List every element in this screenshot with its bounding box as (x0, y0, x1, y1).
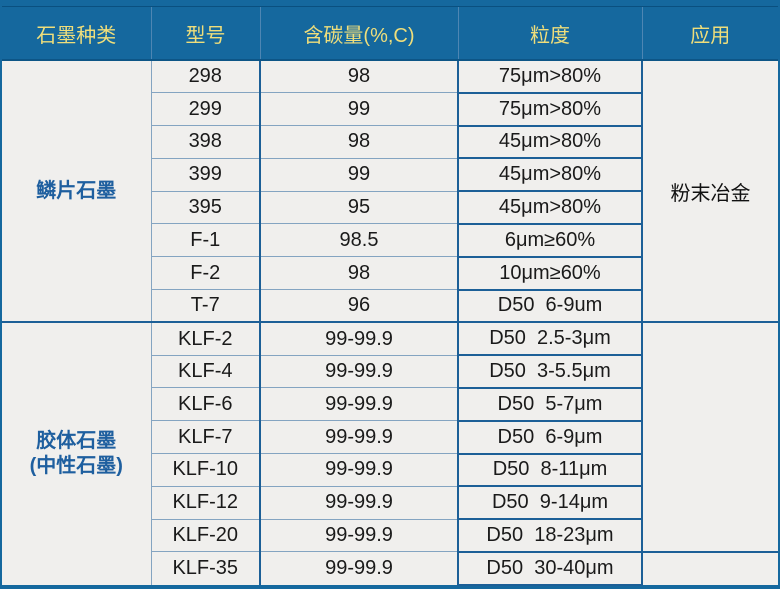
size-cell: D50 6-9μm (457, 419, 643, 455)
model-cell: 299 (150, 92, 260, 126)
table-row: KLF-20 99-99.9 D50 18-23μm (2, 518, 778, 553)
size-cell: 75μm>80% (457, 59, 643, 94)
size-cell: D50 30-40μm (457, 550, 643, 586)
carbon-cell: 99-99.9 (259, 518, 458, 552)
model-cell: KLF-35 (150, 551, 260, 585)
model-cell: F-2 (150, 256, 260, 290)
size-cell: D50 5-7μm (457, 386, 643, 422)
category-cell-colloidal-graphite: 胶体石墨 (中性石墨) (2, 321, 151, 585)
category-label: 鳞片石墨 (36, 179, 117, 202)
category-label-line1: 胶体石墨 (36, 430, 117, 453)
size-cell: D50 8-11μm (457, 452, 643, 488)
application-cell-powder-metallurgy: 粉末冶金 (641, 60, 778, 323)
application-cell-empty (641, 321, 778, 552)
table-row: KLF-10 99-99.9 D50 8-11μm (2, 452, 778, 488)
column-header-model: 型号 (150, 7, 260, 61)
size-cell: 45μm>80% (457, 157, 643, 193)
model-cell: 298 (150, 59, 260, 93)
category-cell-flake-graphite: 鳞片石墨 (2, 60, 151, 323)
table-row: KLF-7 99-99.9 D50 6-9μm (2, 419, 778, 455)
carbon-cell: 99-99.9 (259, 321, 458, 356)
size-cell: 75μm>80% (457, 91, 643, 127)
model-cell: 398 (150, 125, 260, 159)
table-row: 299 99 75μm>80% (2, 91, 778, 127)
model-cell: KLF-7 (150, 420, 260, 454)
size-cell: 45μm>80% (457, 124, 643, 160)
table-row: F-2 98 10μm≥60% (2, 255, 778, 291)
carbon-cell: 99-99.9 (259, 485, 458, 520)
size-cell: D50 2.5-3μm (457, 321, 643, 357)
size-cell: D50 18-23μm (457, 518, 643, 553)
table-row: F-1 98.5 6μm≥60% (2, 222, 778, 258)
size-cell: 6μm≥60% (457, 222, 643, 258)
category-label-line2: (中性石墨) (29, 455, 123, 478)
graphite-spec-table: 石墨种类 型号 含碳量(%,C) 粒度 应用 鳞片石墨 298 98 75μm>… (2, 7, 778, 586)
carbon-cell: 99 (259, 92, 458, 126)
model-cell: KLF-2 (150, 321, 260, 356)
carbon-cell: 98 (259, 59, 458, 93)
model-cell: 399 (150, 157, 260, 192)
table-row: 398 98 45μm>80% (2, 124, 778, 160)
model-cell: KLF-10 (150, 453, 260, 487)
table-row: KLF-12 99-99.9 D50 9-14μm (2, 485, 778, 521)
model-cell: KLF-12 (150, 485, 260, 520)
size-cell: D50 3-5.5μm (457, 354, 643, 389)
column-header-application: 应用 (641, 7, 778, 61)
table-row: KLF-35 99-99.9 D50 30-40μm (2, 550, 778, 586)
model-cell: KLF-20 (150, 518, 260, 552)
table-row: 胶体石墨 (中性石墨) KLF-2 99-99.9 D50 2.5-3μm (2, 321, 778, 585)
table-row: KLF-4 99-99.9 D50 3-5.5μm (2, 354, 778, 389)
column-header-carbon-content: 含碳量(%,C) (259, 7, 458, 61)
size-cell: 45μm>80% (457, 190, 643, 225)
carbon-cell: 95 (259, 190, 458, 224)
column-header-graphite-type: 石墨种类 (2, 7, 151, 61)
table-row: 399 99 45μm>80% (2, 157, 778, 193)
carbon-cell: 96 (259, 289, 458, 323)
model-cell: KLF-6 (150, 387, 260, 421)
carbon-cell: 99-99.9 (259, 551, 458, 585)
carbon-cell: 99-99.9 (259, 387, 458, 421)
carbon-cell: 98 (259, 256, 458, 290)
table-row: KLF-6 99-99.9 D50 5-7μm (2, 386, 778, 422)
table-row: 鳞片石墨 298 98 75μm>80% 粉末冶金 (2, 59, 778, 323)
table-header-row: 石墨种类 型号 含碳量(%,C) 粒度 应用 (2, 7, 778, 61)
column-header-particle-size: 粒度 (457, 7, 642, 61)
carbon-cell: 99 (259, 157, 458, 192)
table-top-border (2, 0, 778, 7)
carbon-cell: 99-99.9 (259, 420, 458, 454)
model-cell: T-7 (150, 289, 260, 323)
size-cell: 10μm≥60% (457, 255, 643, 291)
carbon-cell: 98.5 (259, 223, 458, 257)
table-row: T-7 96 D50 6-9um (2, 288, 778, 324)
model-cell: KLF-4 (150, 354, 260, 388)
application-cell-empty (641, 550, 778, 585)
table-row: 395 95 45μm>80% (2, 190, 778, 225)
carbon-cell: 98 (259, 125, 458, 159)
model-cell: F-1 (150, 223, 260, 257)
size-cell: D50 9-14μm (457, 485, 643, 521)
carbon-cell: 99-99.9 (259, 354, 458, 388)
carbon-cell: 99-99.9 (259, 453, 458, 487)
model-cell: 395 (150, 190, 260, 224)
size-cell: D50 6-9um (457, 288, 643, 324)
